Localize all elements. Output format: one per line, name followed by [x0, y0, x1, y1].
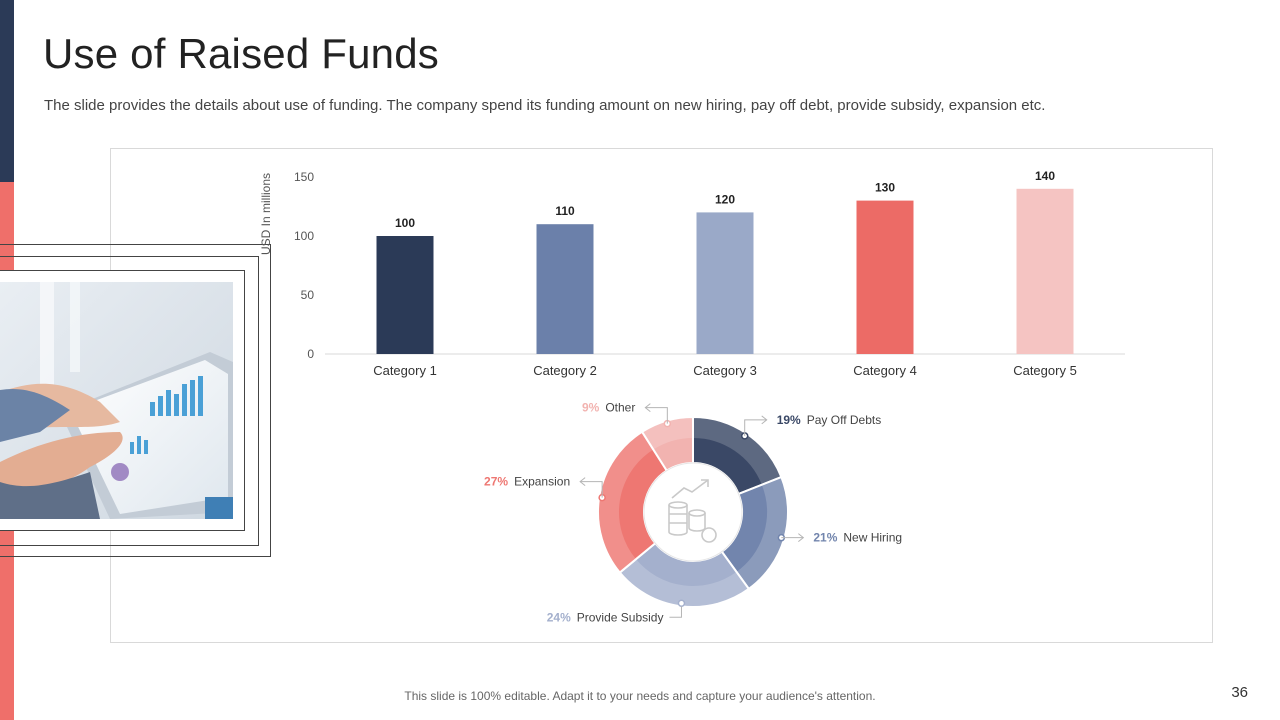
slide-title: Use of Raised Funds — [43, 30, 439, 77]
bar-value-label: 130 — [875, 181, 895, 195]
bar-category-3 — [696, 212, 754, 354]
photo-frame-middle — [0, 256, 259, 546]
y-tick-label: 50 — [301, 288, 315, 302]
x-category-label: Category 4 — [853, 363, 917, 378]
page-number: 36 — [1231, 684, 1248, 701]
y-tick-label: 150 — [294, 170, 314, 184]
bar-category-4 — [856, 200, 914, 354]
bar-value-label: 120 — [715, 192, 735, 206]
bar-category-1 — [376, 236, 434, 354]
slide-subtitle: The slide provides the details about use… — [44, 97, 1046, 114]
left-accent-navy-bar — [0, 0, 14, 182]
tablet-photo — [0, 282, 233, 519]
y-tick-label: 100 — [294, 229, 314, 243]
x-category-label: Category 5 — [1013, 363, 1077, 378]
bar-category-5 — [1016, 188, 1074, 354]
bar-chart: USD In millions 0 50 100 150 100 110 120 130 14… — [259, 169, 1125, 378]
x-category-label: Category 2 — [533, 363, 597, 378]
footer-note: This slide is 100% editable. Adapt it to… — [404, 689, 876, 703]
y-tick-label: 0 — [307, 347, 314, 361]
x-category-label: Category 3 — [693, 363, 757, 378]
bar-value-label: 100 — [395, 216, 415, 230]
bar-value-label: 110 — [555, 204, 575, 218]
photo-frame-outer — [0, 244, 271, 557]
x-category-label: Category 1 — [373, 363, 437, 378]
bar-value-label: 140 — [1035, 169, 1055, 183]
bar-category-2 — [536, 224, 594, 354]
y-axis-title: USD In millions — [259, 173, 273, 255]
